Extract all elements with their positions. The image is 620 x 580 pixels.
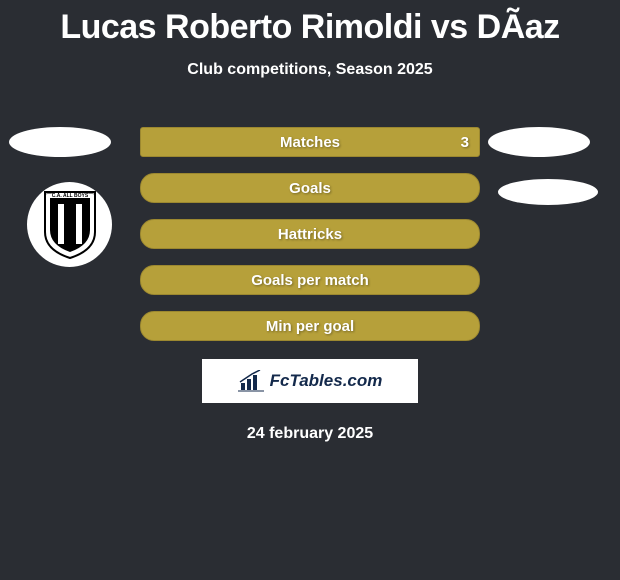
brand-text: FcTables.com [270,371,383,391]
stat-bar-goals-per-match: Goals per match [140,265,480,295]
stat-value: 3 [461,134,469,151]
flag-left-ellipse [9,127,111,157]
club-crest: C.A. ALL BOYS [27,182,112,267]
stat-bar-hattricks: Hattricks [140,219,480,249]
stat-bar-goals: Goals [140,173,480,203]
page-title: Lucas Roberto Rimoldi vs DÃ­az [0,0,620,47]
brand-box: FcTables.com [202,359,418,403]
svg-text:C.A. ALL BOYS: C.A. ALL BOYS [51,193,88,199]
stats-area: C.A. ALL BOYS Matches 3 Goals Hattricks … [0,127,620,443]
subtitle: Club competitions, Season 2025 [0,61,620,79]
stat-bar-min-per-goal: Min per goal [140,311,480,341]
stat-label: Hattricks [278,226,342,243]
date-text: 24 february 2025 [0,425,620,443]
bar-chart-icon [238,370,264,392]
stat-label: Min per goal [266,318,354,335]
stat-label: Matches [280,134,340,151]
stat-label: Goals [289,180,331,197]
flag-right-ellipse-2 [498,179,598,205]
flag-right-ellipse [488,127,590,157]
stat-bar-matches: Matches 3 [140,127,480,157]
shield-icon: C.A. ALL BOYS [40,190,100,260]
stat-label: Goals per match [251,272,369,289]
